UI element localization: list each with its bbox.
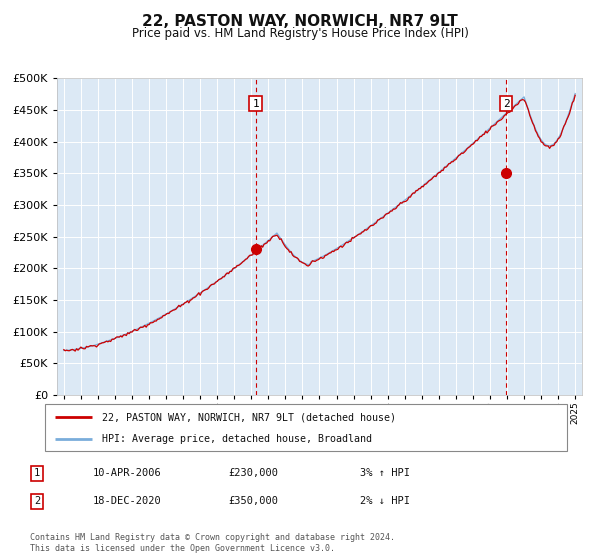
Text: Price paid vs. HM Land Registry's House Price Index (HPI): Price paid vs. HM Land Registry's House … — [131, 27, 469, 40]
Text: 22, PASTON WAY, NORWICH, NR7 9LT: 22, PASTON WAY, NORWICH, NR7 9LT — [142, 14, 458, 29]
Text: 1: 1 — [252, 99, 259, 109]
Text: 10-APR-2006: 10-APR-2006 — [93, 468, 162, 478]
Text: Contains HM Land Registry data © Crown copyright and database right 2024.
This d: Contains HM Land Registry data © Crown c… — [30, 533, 395, 553]
Text: HPI: Average price, detached house, Broadland: HPI: Average price, detached house, Broa… — [103, 433, 373, 444]
Text: 2: 2 — [503, 99, 509, 109]
Text: 3% ↑ HPI: 3% ↑ HPI — [360, 468, 410, 478]
Text: £350,000: £350,000 — [228, 496, 278, 506]
Text: 2: 2 — [34, 496, 40, 506]
Text: 1: 1 — [34, 468, 40, 478]
Text: 2% ↓ HPI: 2% ↓ HPI — [360, 496, 410, 506]
Text: £230,000: £230,000 — [228, 468, 278, 478]
Text: 18-DEC-2020: 18-DEC-2020 — [93, 496, 162, 506]
FancyBboxPatch shape — [45, 404, 567, 451]
Text: 22, PASTON WAY, NORWICH, NR7 9LT (detached house): 22, PASTON WAY, NORWICH, NR7 9LT (detach… — [103, 412, 397, 422]
